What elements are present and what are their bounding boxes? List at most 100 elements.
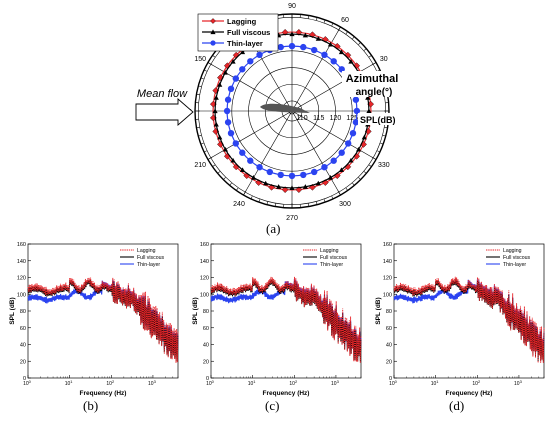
caption-c: (c) xyxy=(265,398,279,414)
spectrum-x-label: Frequency (Hz) xyxy=(80,390,127,397)
spectrum-legend-label: Full viscous xyxy=(503,255,531,261)
polar-legend-label: Lagging xyxy=(227,17,257,26)
spectrum-y-tick-label: 120 xyxy=(17,276,26,282)
spectrum-y-tick-label: 80 xyxy=(20,309,26,315)
polar-point-thin-layer xyxy=(267,169,273,175)
spectrum-x-tick-label: 103 xyxy=(148,379,157,387)
spectrum-x-tick-label: 103 xyxy=(331,379,340,387)
spectrum-x-label: Frequency (Hz) xyxy=(263,390,310,397)
polar-radial-tick-label: 110 xyxy=(296,115,307,122)
mean-flow-arrow xyxy=(136,99,193,125)
polar-minor-tick xyxy=(346,32,348,34)
polar-minor-tick xyxy=(223,177,225,179)
spectrum-y-tick-label: 120 xyxy=(200,276,209,282)
polar-minor-tick xyxy=(364,49,366,51)
polar-point-thin-layer xyxy=(256,52,262,58)
spectrum-y-tick-label: 80 xyxy=(203,309,209,315)
polar-point-thin-layer xyxy=(233,75,239,81)
spectrum-legend-label: Lagging xyxy=(503,248,522,254)
spectrum-y-label: SPL (dB) xyxy=(375,297,382,324)
polar-point-thin-layer xyxy=(311,47,317,53)
polar-minor-tick xyxy=(352,37,354,39)
spectrum-x-tick-label: 101 xyxy=(248,379,257,387)
spectrum-legend-label: Lagging xyxy=(320,248,339,254)
spectrum-legend-label: Full viscous xyxy=(137,255,165,261)
polar-point-thin-layer xyxy=(228,86,234,92)
polar-point-thin-layer xyxy=(331,158,337,164)
caption-d: (d) xyxy=(449,398,464,414)
polar-point-thin-layer xyxy=(311,169,317,175)
spectrum-y-tick-label: 40 xyxy=(20,343,26,349)
polar-point-thin-layer xyxy=(239,150,245,156)
spectrum-x-tick-label: 101 xyxy=(431,379,440,387)
polar-radial-tick-label: 115 xyxy=(313,115,324,122)
polar-radial-tick-label: 120 xyxy=(330,115,342,122)
polar-angle-label: 150 xyxy=(194,56,206,63)
spectrum-x-tick-label: 102 xyxy=(106,379,115,387)
polar-point-thin-layer xyxy=(225,119,231,125)
polar-legend-label: Thin-layer xyxy=(227,39,263,48)
spectrum-y-tick-label: 20 xyxy=(203,359,209,365)
polar-angle-label: 300 xyxy=(339,201,351,208)
spectrum-y-tick-label: 160 xyxy=(200,242,209,248)
spectrum-y-tick-label: 100 xyxy=(383,292,392,298)
spectrum-y-tick-label: 160 xyxy=(383,242,392,248)
polar-angle-label: 60 xyxy=(341,17,349,24)
polar-minor-tick xyxy=(364,171,366,173)
mean-flow-label: Mean flow xyxy=(137,88,188,100)
polar-point-full-viscous xyxy=(328,175,333,180)
spectrum-y-tick-label: 140 xyxy=(383,259,392,265)
polar-minor-tick xyxy=(230,183,232,185)
spectrum-y-tick-label: 60 xyxy=(20,326,26,332)
polar-minor-tick xyxy=(236,188,238,190)
caption-a: (a) xyxy=(266,221,280,237)
polar-point-thin-layer xyxy=(224,108,230,114)
spectrum-y-tick-label: 100 xyxy=(200,292,209,298)
polar-point-thin-layer xyxy=(247,58,253,64)
azimuth-unit-label: angle(°) xyxy=(356,87,393,98)
polar-minor-tick xyxy=(369,55,371,57)
polar-minor-tick xyxy=(346,188,348,190)
spectrum-y-tick-label: 120 xyxy=(383,276,392,282)
polar-point-thin-layer xyxy=(228,130,234,136)
polar-point-thin-layer xyxy=(247,158,253,164)
polar-angle-label: 240 xyxy=(233,201,245,208)
polar-angle-label: 330 xyxy=(378,162,390,169)
polar-minor-tick xyxy=(369,165,371,167)
polar-minor-tick xyxy=(218,171,220,173)
azimuth-label: Azimuthal xyxy=(346,73,399,85)
spectrum-y-tick-label: 40 xyxy=(203,343,209,349)
polar-point-thin-layer xyxy=(300,172,306,178)
spectrum-y-tick-label: 20 xyxy=(386,359,392,365)
polar-angle-label: 270 xyxy=(286,215,298,222)
polar-point-thin-layer xyxy=(350,130,356,136)
polar-legend-label: Full viscous xyxy=(227,28,270,37)
polar-point-thin-layer xyxy=(256,164,262,170)
spectrum-x-tick-label: 100 xyxy=(206,379,215,387)
spectrum-y-label: SPL (dB) xyxy=(9,297,16,324)
polar-minor-tick xyxy=(213,165,215,167)
polar-point-thin-layer xyxy=(278,44,284,50)
spectrum-legend-label: Thin-layer xyxy=(503,262,526,268)
polar-minor-tick xyxy=(213,55,215,57)
polar-point-thin-layer xyxy=(239,66,245,72)
spectrum-x-tick-label: 103 xyxy=(514,379,523,387)
spectrum-y-tick-label: 20 xyxy=(20,359,26,365)
spectrum-y-tick-label: 80 xyxy=(386,309,392,315)
spectrum-x-tick-label: 100 xyxy=(23,379,32,387)
spectrum-y-tick-label: 60 xyxy=(203,326,209,332)
spectrum-legend-label: Lagging xyxy=(137,248,156,254)
polar-minor-tick xyxy=(358,42,360,44)
spectrum-legend-label: Thin-layer xyxy=(320,262,343,268)
spectrum-y-tick-label: 160 xyxy=(17,242,26,248)
spectrum-x-tick-label: 102 xyxy=(289,379,298,387)
spectrum-y-tick-label: 100 xyxy=(17,292,26,298)
caption-b: (b) xyxy=(83,398,98,414)
polar-spoke xyxy=(292,111,341,195)
spectrum-x-tick-label: 101 xyxy=(65,379,74,387)
polar-point-full-viscous xyxy=(251,175,256,180)
